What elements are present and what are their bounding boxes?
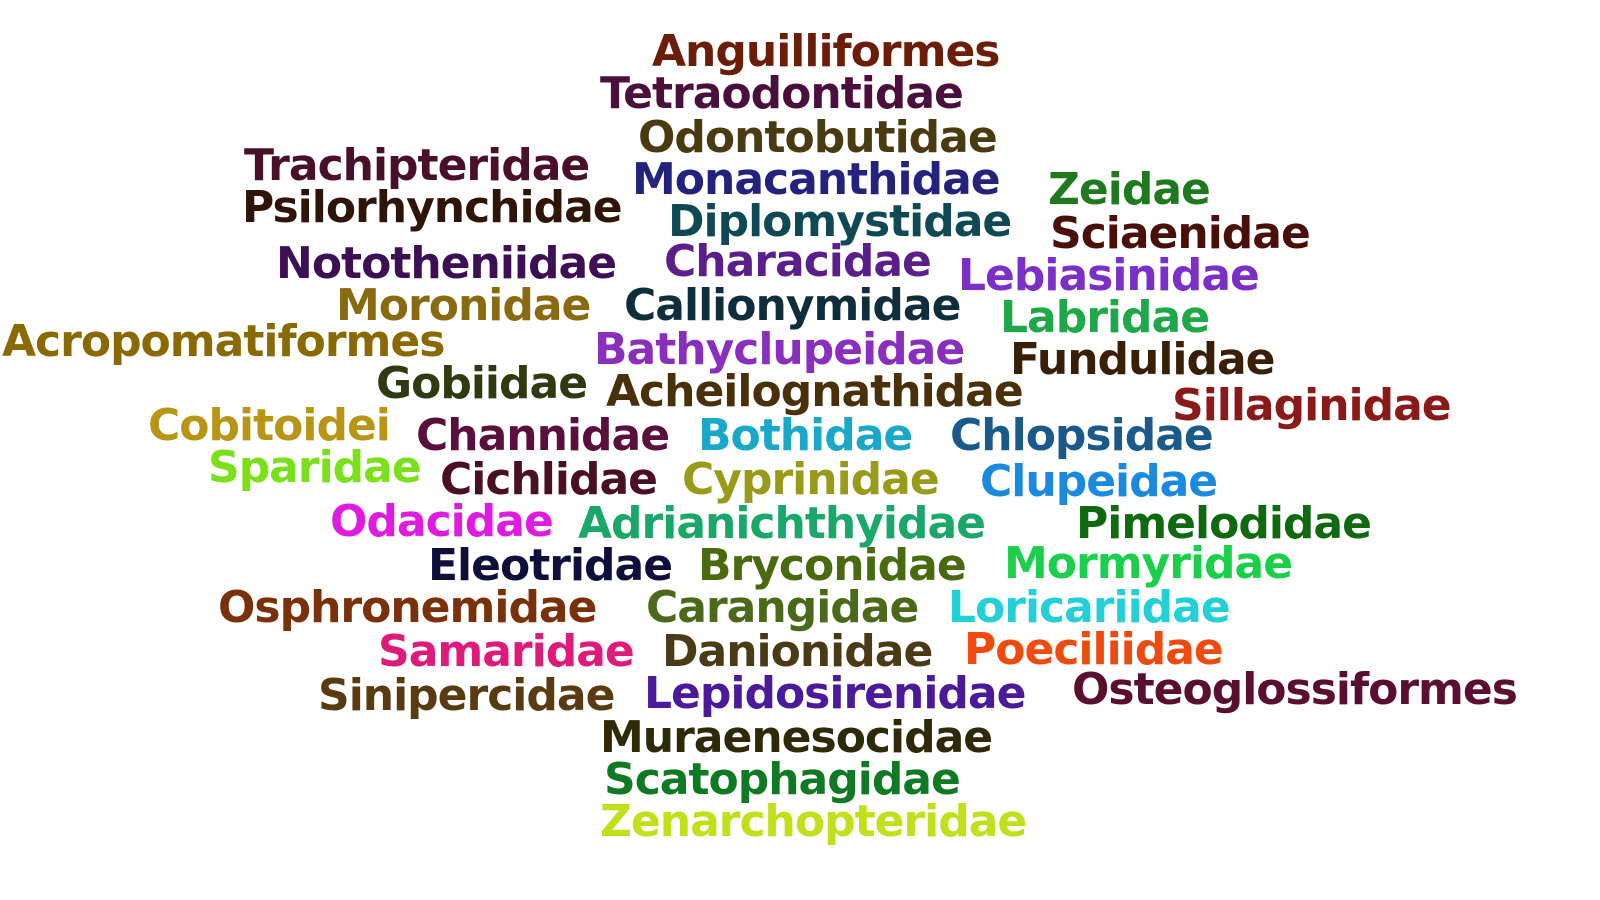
word: Tetraodontidae: [600, 68, 964, 119]
word: Poeciliidae: [964, 624, 1224, 675]
word: Diplomystidae: [668, 196, 1012, 247]
word: Nototheniidae: [276, 238, 617, 289]
word: Zeidae: [1048, 164, 1211, 215]
word: Acheilognathidae: [606, 366, 1024, 417]
word: Osphronemidae: [218, 582, 597, 633]
word: Cichlidae: [440, 454, 658, 505]
word: Loricariidae: [948, 582, 1231, 633]
word: Labridae: [1000, 292, 1210, 343]
word: Trachipteridae: [244, 140, 590, 191]
word: Odontobutidae: [638, 112, 998, 163]
word: Channidae: [416, 410, 670, 461]
word: Moronidae: [336, 280, 591, 331]
word: Psilorhynchidae: [242, 182, 623, 233]
word: Mormyridae: [1004, 538, 1293, 589]
word: Callionymidae: [624, 280, 961, 331]
word: Zenarchopteridae: [600, 796, 1027, 847]
word: Danionidae: [662, 626, 933, 677]
word: Odacidae: [330, 496, 554, 547]
word: Clupeidae: [980, 456, 1218, 507]
word: Bathyclupeidae: [594, 324, 965, 375]
word: Gobiidae: [376, 358, 588, 409]
word: Eleotridae: [428, 540, 673, 591]
word: Monacanthidae: [632, 154, 1001, 205]
word: Cobitoidei: [148, 400, 391, 451]
word: Acropomatiformes: [2, 316, 445, 367]
word: Muraenesocidae: [600, 712, 993, 763]
word: Samaridae: [378, 626, 635, 677]
word: Bothidae: [698, 410, 913, 461]
word: Sinipercidae: [318, 670, 615, 721]
word: Bryconidae: [698, 540, 967, 591]
word: Chlopsidae: [950, 410, 1214, 461]
word: Cyprinidae: [682, 454, 940, 505]
word: Sparidae: [208, 442, 422, 493]
word: Lebiasinidae: [958, 250, 1260, 301]
word: Characidae: [664, 236, 932, 287]
word: Anguilliformes: [652, 26, 1000, 77]
word: Adrianichthyidae: [578, 498, 986, 549]
word: Pimelodidae: [1076, 498, 1372, 549]
word: Carangidae: [646, 582, 919, 633]
word: Fundulidae: [1010, 334, 1276, 385]
word: Scatophagidae: [604, 754, 961, 805]
word: Sillaginidae: [1172, 380, 1452, 431]
word: Lepidosirenidae: [644, 668, 1026, 719]
word: Sciaenidae: [1050, 208, 1311, 259]
word: Osteoglossiformes: [1072, 664, 1518, 715]
